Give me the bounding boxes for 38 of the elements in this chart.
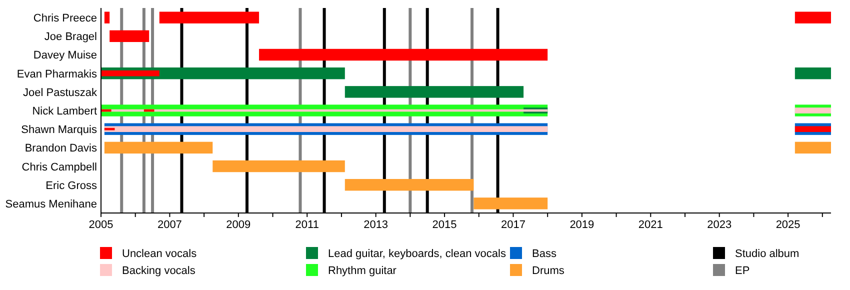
x-tick-label: 2011 <box>295 219 319 231</box>
y-tick-label: Chris Campbell <box>22 161 97 174</box>
x-tick-label: 2013 <box>364 219 388 231</box>
y-tick-label: Eric Gross <box>46 180 98 192</box>
legend-label: EP <box>735 265 750 277</box>
x-tick-label: 2025 <box>776 219 800 231</box>
y-tick-label: Chris Preece <box>33 12 97 25</box>
legend-label: Lead guitar, keyboards, clean vocals <box>328 248 506 260</box>
bar <box>344 178 474 191</box>
x-tick-label: 2007 <box>157 219 182 231</box>
bar <box>474 198 548 210</box>
y-tick-label: Joe Bragel <box>44 31 97 44</box>
legend-label: Backing vocals <box>122 265 196 277</box>
legend-label: Drums <box>532 265 565 277</box>
y-tick-label: Brandon Davis <box>24 142 98 155</box>
bar <box>104 142 213 154</box>
x-tick-label: 2019 <box>570 219 594 231</box>
bar <box>344 86 524 98</box>
y-tick-label: Evan Pharmakis <box>16 68 98 80</box>
legend-label: Rhythm guitar <box>328 265 397 277</box>
x-tick-label: 2023 <box>707 219 732 231</box>
bar <box>794 67 831 80</box>
y-tick-label: Davey Muise <box>33 50 97 62</box>
y-tick-label: Seamus Menihane <box>5 198 97 210</box>
y-tick-label: Shawn Marquis <box>21 124 98 136</box>
y-tick-label: Nick Lambert <box>32 106 97 118</box>
bar <box>212 160 345 172</box>
x-tick-label: 2017 <box>500 219 526 231</box>
y-tick-label: Joel Pastuszak <box>23 86 98 99</box>
legend-label: Unclean vocals <box>122 248 198 260</box>
x-tick-label: 2015 <box>432 219 457 231</box>
x-tick-label: 2005 <box>88 219 114 231</box>
legend-label: Studio album <box>735 248 800 260</box>
bar <box>794 142 831 154</box>
bar <box>794 108 831 114</box>
x-tick-label: 2021 <box>638 219 663 231</box>
x-tick-label: 2009 <box>226 219 251 231</box>
legend-label: Bass <box>532 248 557 260</box>
